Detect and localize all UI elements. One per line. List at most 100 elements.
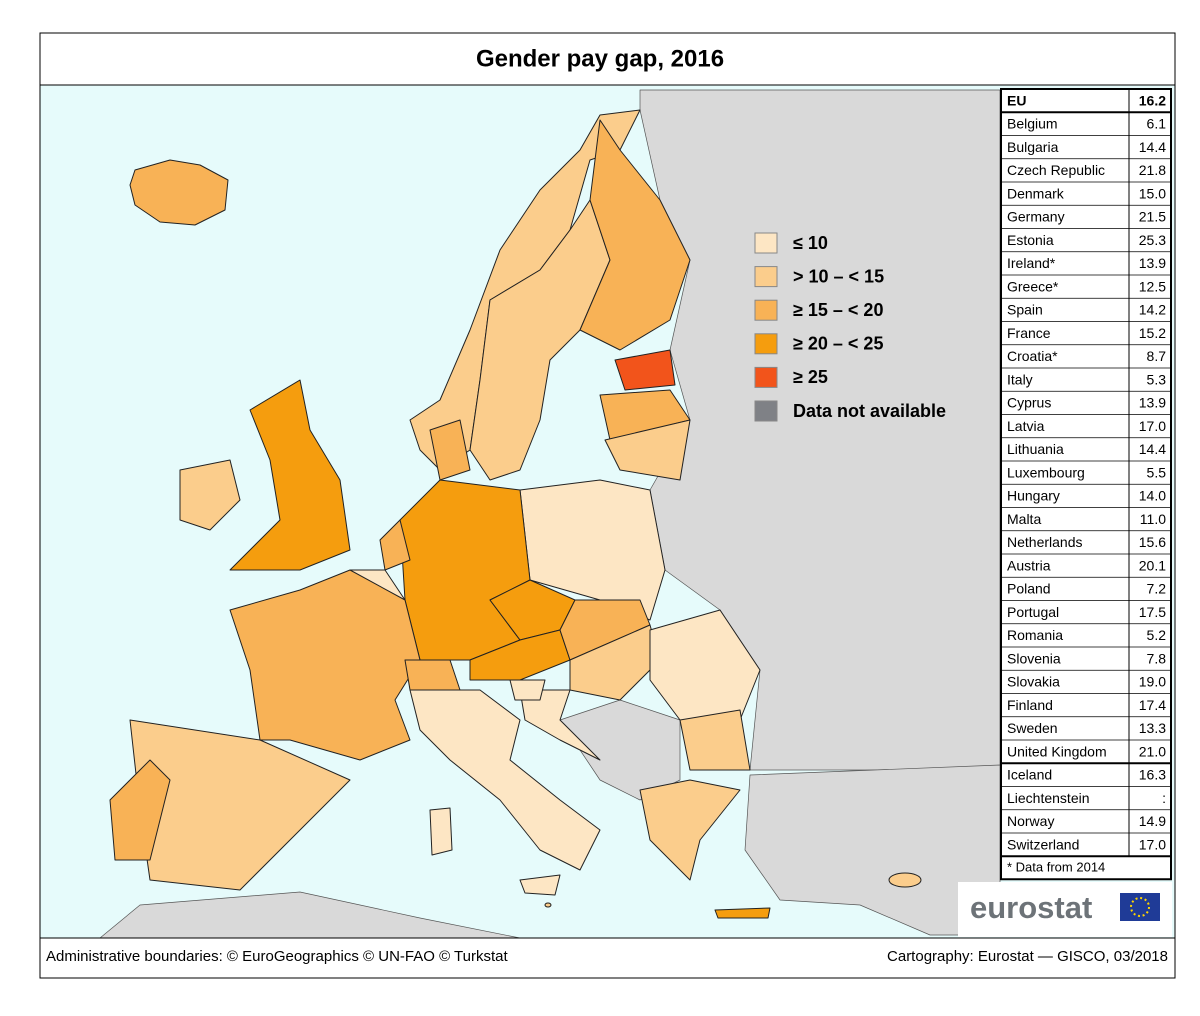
country-value: 19.0 bbox=[1139, 674, 1166, 690]
country-name: Norway bbox=[1007, 813, 1054, 829]
country-name: Denmark bbox=[1007, 185, 1065, 201]
country-name: Liechtenstein bbox=[1007, 790, 1090, 806]
country-value: 21.8 bbox=[1139, 162, 1166, 178]
country-value: 6.1 bbox=[1147, 116, 1167, 132]
country-value: 14.4 bbox=[1139, 139, 1166, 155]
country-value: 12.5 bbox=[1139, 278, 1166, 294]
country-value: 13.9 bbox=[1139, 395, 1166, 411]
crete bbox=[714, 907, 771, 919]
bulgaria bbox=[679, 709, 751, 771]
title: Gender pay gap, 2016 bbox=[476, 45, 724, 72]
italy bbox=[409, 689, 601, 871]
legend-swatch bbox=[754, 266, 778, 288]
country-value: 7.2 bbox=[1147, 581, 1167, 597]
country-value: 5.2 bbox=[1147, 627, 1167, 643]
france bbox=[229, 569, 421, 761]
country-value: 15.0 bbox=[1139, 185, 1166, 201]
country-value: 16.3 bbox=[1139, 767, 1166, 783]
legend: ≤ 10 > 10 – < 15 ≥ 15 – < 20 ≥ 20 – < 25 ≥ 2… bbox=[754, 232, 946, 422]
table-note: * Data from 2014 bbox=[1007, 860, 1105, 875]
country-name: Hungary bbox=[1007, 488, 1060, 504]
country-name: Cyprus bbox=[1007, 395, 1051, 411]
country-name: EU bbox=[1007, 92, 1026, 108]
country-value: 5.5 bbox=[1147, 464, 1167, 480]
country-value: 17.0 bbox=[1139, 418, 1166, 434]
footer-bar bbox=[39, 937, 1176, 979]
united-kingdom bbox=[229, 379, 351, 571]
country-value: 15.6 bbox=[1139, 534, 1166, 550]
sicily bbox=[519, 874, 561, 896]
country-value: 14.9 bbox=[1139, 813, 1166, 829]
malta bbox=[544, 902, 552, 908]
country-value: 21.5 bbox=[1139, 209, 1166, 225]
country-name: Romania bbox=[1007, 627, 1063, 643]
country-value: 20.1 bbox=[1139, 557, 1166, 573]
netherlands bbox=[379, 519, 411, 571]
country-name: Lithuania bbox=[1007, 441, 1064, 457]
country-value: 11.0 bbox=[1140, 511, 1166, 527]
switzerland bbox=[404, 659, 461, 691]
country-name: Portugal bbox=[1007, 604, 1059, 620]
country-name: Italy bbox=[1007, 371, 1033, 387]
country-value: 17.5 bbox=[1139, 604, 1166, 620]
country-value: 7.8 bbox=[1147, 650, 1167, 666]
ireland bbox=[179, 459, 241, 531]
country-name: Netherlands bbox=[1007, 534, 1083, 550]
country-name: Greece* bbox=[1007, 278, 1059, 294]
country-value: 13.3 bbox=[1139, 720, 1166, 736]
country-name: Croatia* bbox=[1007, 348, 1058, 364]
country-name: Austria bbox=[1007, 557, 1051, 573]
legend-label: ≥ 15 – < 20 bbox=[793, 300, 883, 320]
country-value: 21.0 bbox=[1139, 743, 1166, 759]
country-name: Iceland bbox=[1007, 767, 1052, 783]
legend-swatch bbox=[754, 299, 778, 321]
legend-swatch bbox=[754, 232, 778, 254]
country-name: Malta bbox=[1007, 511, 1041, 527]
country-value: 14.0 bbox=[1139, 488, 1166, 504]
legend-label: ≥ 20 – < 25 bbox=[793, 334, 883, 354]
country-name: France bbox=[1007, 325, 1051, 341]
portugal bbox=[109, 759, 171, 861]
country-name: Germany bbox=[1007, 209, 1065, 225]
eu-stars bbox=[1130, 897, 1150, 917]
country-value: 16.2 bbox=[1139, 92, 1166, 108]
eu-flag bbox=[1120, 893, 1160, 921]
legend-label: Data not available bbox=[793, 401, 946, 421]
title-bar bbox=[39, 32, 1176, 86]
croatia bbox=[519, 689, 601, 761]
country-value: : bbox=[1162, 790, 1166, 806]
footer-left: Administrative boundaries: © EuroGeograp… bbox=[46, 948, 509, 965]
country-value: 17.0 bbox=[1139, 836, 1166, 852]
country-name: Bulgaria bbox=[1007, 139, 1059, 155]
denmark bbox=[429, 419, 471, 481]
country-name: Slovenia bbox=[1007, 650, 1061, 666]
legend-swatch bbox=[754, 333, 778, 355]
hungary bbox=[569, 624, 661, 701]
legend-swatch bbox=[754, 366, 778, 388]
country-name: Switzerland bbox=[1007, 836, 1079, 852]
country-name: Poland bbox=[1007, 581, 1051, 597]
map bbox=[99, 89, 1001, 939]
legend-label: ≤ 10 bbox=[793, 233, 828, 253]
country-name: Slovakia bbox=[1007, 674, 1060, 690]
cyprus bbox=[888, 872, 922, 888]
footer-right: Cartography: Eurostat — GISCO, 03/2018 bbox=[887, 948, 1168, 965]
estonia bbox=[614, 349, 676, 391]
germany bbox=[399, 479, 531, 661]
greece bbox=[639, 779, 741, 881]
country-name: Estonia bbox=[1007, 232, 1054, 248]
country-name: Latvia bbox=[1007, 418, 1045, 434]
slovakia bbox=[559, 599, 651, 661]
country-name: United Kingdom bbox=[1007, 743, 1107, 759]
country-value: 15.2 bbox=[1139, 325, 1166, 341]
logo-text: eurostat bbox=[970, 890, 1092, 925]
country-name: Finland bbox=[1007, 697, 1053, 713]
country-value: 14.2 bbox=[1139, 302, 1166, 318]
country-name: Czech Republic bbox=[1007, 162, 1105, 178]
lithuania bbox=[604, 419, 691, 481]
country-value: 8.7 bbox=[1147, 348, 1167, 364]
country-value: 17.4 bbox=[1139, 697, 1166, 713]
country-name: Ireland* bbox=[1007, 255, 1056, 271]
country-name: Belgium bbox=[1007, 116, 1058, 132]
